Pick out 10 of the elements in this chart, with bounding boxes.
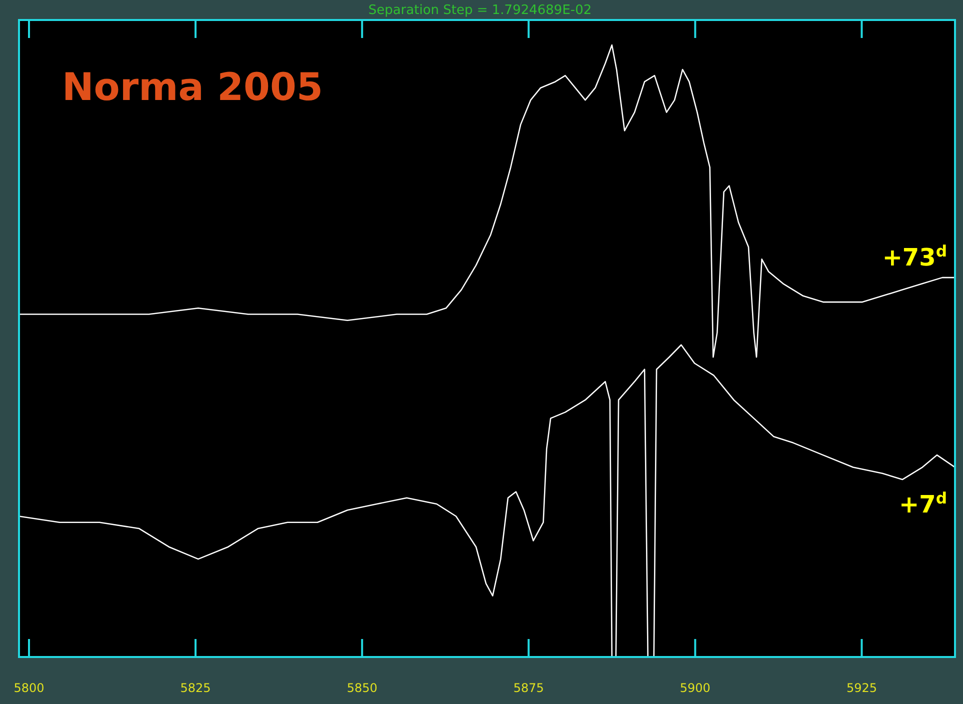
- x-tick-label: 5900: [680, 681, 710, 695]
- x-tick-label: 5800: [14, 681, 44, 695]
- x-tick-label: 5875: [513, 681, 544, 695]
- series-label: +73$^{d}$: [882, 242, 947, 272]
- x-tick-label: 5850: [346, 681, 378, 695]
- text: Separation Step = 1.7924689E-02: [368, 3, 592, 18]
- x-tick-label: 5925: [846, 681, 878, 695]
- x-tick-label: 5825: [180, 681, 211, 695]
- text: Norma 2005: [62, 65, 323, 109]
- series-label: +7$^{d}$: [899, 489, 947, 518]
